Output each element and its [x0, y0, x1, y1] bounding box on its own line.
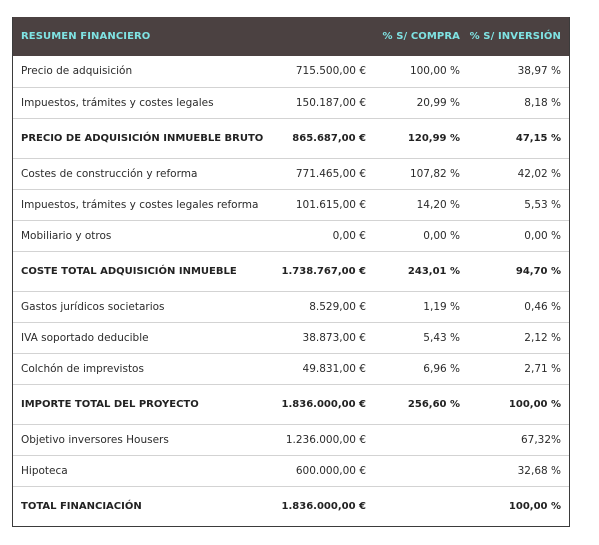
- row-pct-compra: 120,99 %: [374, 117, 468, 158]
- header-compra: % S/ COMPRA: [382, 31, 460, 42]
- table-row: Mobiliario y otros 0,00 €0,00 % 0,00 %: [13, 219, 569, 251]
- table-header-row: RESUMEN FINANCIERO % S/ COMPRA % S/ INVE…: [13, 17, 569, 56]
- row-amount: 49.831,00 €: [243, 352, 374, 384]
- row-label: Hipoteca: [13, 454, 243, 486]
- row-pct-inversion: 100,00 %: [468, 383, 569, 424]
- total-row: TOTAL FINANCIACIÓN 1.836.000,00 € 100,00 %: [13, 485, 569, 526]
- row-pct-compra: 14,20 %: [374, 188, 468, 220]
- header-resumen-financiero: RESUMEN FINANCIERO: [21, 31, 151, 42]
- row-amount: 8.529,00 €: [243, 290, 374, 322]
- row-amount: 1.236.000,00 €: [243, 423, 374, 455]
- total-row: PRECIO DE ADQUISICIÓN INMUEBLE BRUTO 865.…: [13, 117, 569, 158]
- row-pct-compra: [374, 454, 468, 486]
- row-label: Impuestos, trámites y costes legales: [13, 86, 243, 118]
- row-pct-compra: 0,00 %: [374, 219, 468, 251]
- row-pct-compra: 6,96 %: [374, 352, 468, 384]
- financial-summary-table-frame: RESUMEN FINANCIERO % S/ COMPRA % S/ INVE…: [12, 17, 570, 527]
- row-pct-inversion: 32,68 %: [468, 454, 569, 486]
- table-row: Colchón de imprevistos 49.831,00 €6,96 % 2…: [13, 352, 569, 384]
- row-pct-inversion: 100,00 %: [468, 485, 569, 526]
- row-pct-compra: 243,01 %: [374, 250, 468, 291]
- row-pct-inversion: 2,12 %: [468, 321, 569, 353]
- row-pct-inversion: 47,15 %: [468, 117, 569, 158]
- row-amount: 1.836.000,00 €: [243, 383, 374, 424]
- row-pct-inversion: 5,53 %: [468, 188, 569, 220]
- row-label: Gastos jurídicos societarios: [13, 290, 243, 322]
- row-pct-compra: [374, 423, 468, 455]
- table-row: IVA soportado deducible 38.873,00 €5,43 %…: [13, 321, 569, 353]
- row-label: Precio de adquisición: [21, 65, 133, 78]
- total-row: IMPORTE TOTAL DEL PROYECTO 1.836.000,00 €…: [13, 383, 569, 424]
- table-row: Impuestos, trámites y costes legales 150.…: [13, 86, 569, 118]
- row-label: COSTE TOTAL ADQUISICIÓN INMUEBLE: [13, 250, 243, 291]
- table-row: Gastos jurídicos societarios 8.529,00 €1,…: [13, 290, 569, 322]
- row-pct-compra: 5,43 %: [374, 321, 468, 353]
- row-label: Objetivo inversores Housers: [13, 423, 243, 455]
- row-amount: 0,00 €: [243, 219, 374, 251]
- header-inversion: % S/ INVERSIÓN: [469, 31, 561, 42]
- row-label: IMPORTE TOTAL DEL PROYECTO: [13, 383, 243, 424]
- row-pct-inversion: 67,32%: [468, 423, 569, 455]
- row-amount: 150.187,00 €: [243, 86, 374, 118]
- table-row: Hipoteca 600.000,00 € 32,68 %: [13, 454, 569, 486]
- row-amount: 865.687,00 €: [243, 117, 374, 158]
- table-row: Objetivo inversores Housers 1.236.000,00 …: [13, 423, 569, 455]
- row-amount: 600.000,00 €: [243, 454, 374, 486]
- row-amount: 771.465,00 €: [243, 157, 374, 189]
- row-pct-inversion: 0,00 %: [468, 219, 569, 251]
- row-label: Mobiliario y otros: [13, 219, 243, 251]
- row-pct-inversion: 94,70 %: [468, 250, 569, 291]
- row-pct-inversion: 38,97 %: [517, 65, 561, 78]
- row-pct-inversion: 42,02 %: [468, 157, 569, 189]
- row-pct-compra: 1,19 %: [374, 290, 468, 322]
- row-amount: 1.738.767,00 €: [243, 250, 374, 291]
- row-pct-inversion: 2,71 %: [468, 352, 569, 384]
- row-amount: 101.615,00 €: [243, 188, 374, 220]
- row-label: Costes de construcción y reforma: [13, 157, 243, 189]
- row-amount: 38.873,00 €: [243, 321, 374, 353]
- row-pct-compra: [374, 485, 468, 526]
- header-amount: [243, 17, 374, 56]
- row-label: PRECIO DE ADQUISICIÓN INMUEBLE BRUTO: [13, 117, 263, 158]
- row-pct-compra: 256,60 %: [374, 383, 468, 424]
- total-row: COSTE TOTAL ADQUISICIÓN INMUEBLE 1.738.76…: [13, 250, 569, 291]
- row-label: Impuestos, trámites y costes legales ref…: [13, 188, 258, 220]
- row-amount: 715.500,00 €: [295, 65, 366, 78]
- row-label: IVA soportado deducible: [13, 321, 243, 353]
- row-pct-inversion: 8,18 %: [468, 86, 569, 118]
- row-pct-compra: 20,99 %: [374, 86, 468, 118]
- row-label: Colchón de imprevistos: [13, 352, 243, 384]
- row-amount: 1.836.000,00 €: [243, 485, 374, 526]
- row-pct-compra: 107,82 %: [374, 157, 468, 189]
- table-row: Precio de adquisición 715.500,00 € 100,00 …: [13, 56, 569, 87]
- row-pct-inversion: 0,46 %: [468, 290, 569, 322]
- row-pct-compra: 100,00 %: [409, 65, 460, 78]
- financial-summary-table: RESUMEN FINANCIERO % S/ COMPRA % S/ INVE…: [13, 17, 569, 526]
- table-row: Impuestos, trámites y costes legales ref…: [13, 188, 569, 220]
- row-label: TOTAL FINANCIACIÓN: [13, 485, 243, 526]
- table-body: Precio de adquisición 715.500,00 € 100,00 …: [13, 56, 569, 526]
- table-row: Costes de construcción y reforma 771.465,…: [13, 157, 569, 189]
